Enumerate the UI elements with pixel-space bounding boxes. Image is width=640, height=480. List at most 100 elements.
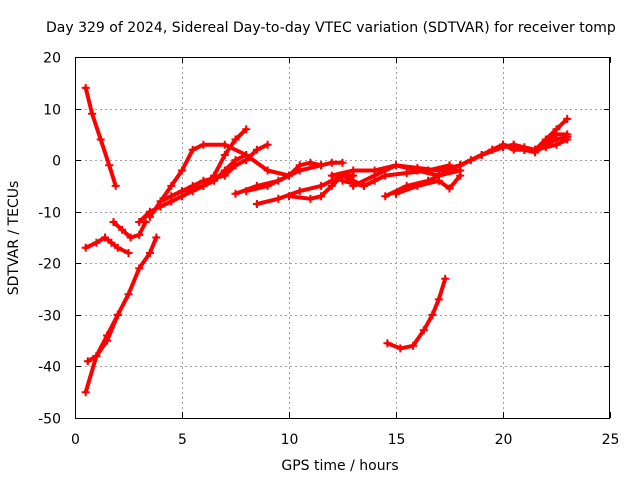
data-point bbox=[231, 161, 240, 170]
data-point bbox=[428, 310, 437, 319]
data-point bbox=[413, 181, 422, 190]
data-point bbox=[178, 166, 186, 175]
data-point bbox=[118, 225, 127, 234]
data-point bbox=[306, 194, 315, 203]
data-point bbox=[145, 212, 154, 221]
data-point bbox=[231, 189, 240, 198]
data-point bbox=[531, 145, 540, 154]
y-tick-label: -10 bbox=[38, 206, 61, 222]
data-point bbox=[349, 181, 358, 190]
data-point bbox=[317, 181, 326, 190]
data-point bbox=[541, 135, 550, 144]
data-point bbox=[349, 166, 358, 175]
data-point bbox=[274, 194, 283, 203]
y-tick-label: -30 bbox=[38, 309, 61, 325]
data-point bbox=[105, 161, 114, 170]
y-tick-label: -20 bbox=[38, 257, 61, 273]
data-point bbox=[563, 135, 572, 144]
data-point bbox=[552, 125, 561, 134]
data-point bbox=[441, 274, 450, 283]
data-point bbox=[327, 158, 336, 167]
data-point bbox=[563, 114, 572, 123]
plot-frame bbox=[75, 57, 610, 419]
chart-title: Day 329 of 2024, Sidereal Day-to-day VTE… bbox=[46, 20, 616, 36]
data-point bbox=[552, 140, 561, 149]
y-tick-label: 0 bbox=[52, 154, 61, 170]
data-point bbox=[81, 83, 90, 92]
data-point bbox=[167, 181, 176, 190]
data-point bbox=[520, 143, 529, 152]
grid bbox=[75, 57, 610, 418]
data-point bbox=[135, 218, 144, 226]
data-point bbox=[107, 238, 116, 247]
y-tick-label: 20 bbox=[43, 51, 61, 67]
data-point bbox=[101, 233, 109, 242]
data-point bbox=[327, 181, 336, 190]
y-tick-label: -40 bbox=[38, 360, 61, 376]
y-axis-ticks: 20 10 0 -10 -20 -30 -40 -50 bbox=[38, 51, 610, 428]
data-point bbox=[242, 187, 251, 196]
x-tick-label: 20 bbox=[495, 432, 513, 448]
data-point bbox=[188, 181, 197, 190]
y-tick-label: -50 bbox=[38, 412, 61, 428]
data-point bbox=[338, 158, 347, 167]
data-point bbox=[383, 339, 392, 348]
series-line-s5 bbox=[85, 312, 120, 364]
data-point bbox=[285, 192, 293, 201]
data-point bbox=[396, 344, 405, 353]
x-tick-label: 15 bbox=[388, 432, 406, 448]
data-point bbox=[317, 192, 326, 201]
data-point bbox=[103, 336, 112, 345]
data-point bbox=[541, 143, 550, 152]
data-point bbox=[242, 125, 251, 134]
data-point bbox=[456, 171, 465, 180]
data-point bbox=[220, 151, 229, 159]
data-point bbox=[263, 181, 272, 190]
data-point bbox=[370, 171, 379, 180]
data-point bbox=[83, 357, 92, 366]
data-point bbox=[306, 158, 315, 167]
y-tick-label: 10 bbox=[43, 103, 61, 119]
data-point bbox=[252, 200, 261, 208]
data-point bbox=[413, 163, 422, 172]
data-point bbox=[231, 135, 240, 144]
data-point bbox=[109, 218, 118, 226]
data-point bbox=[152, 233, 161, 242]
data-point bbox=[295, 187, 304, 196]
data-point bbox=[477, 151, 486, 159]
data-point bbox=[317, 161, 326, 170]
data-point bbox=[381, 192, 390, 201]
data-point bbox=[252, 145, 261, 154]
series-line-s7 bbox=[147, 142, 291, 219]
y-axis-label: SDTVAR / TECUs bbox=[6, 181, 22, 296]
data-point bbox=[81, 243, 90, 252]
data-point bbox=[135, 230, 144, 239]
data-point bbox=[359, 181, 368, 190]
data-point bbox=[92, 352, 101, 361]
series-layer bbox=[81, 83, 572, 397]
data-point bbox=[220, 171, 229, 180]
data-point bbox=[456, 161, 465, 170]
data-point bbox=[392, 161, 400, 170]
data-point bbox=[113, 243, 122, 252]
data-point bbox=[81, 388, 90, 397]
data-point bbox=[135, 264, 144, 273]
data-point bbox=[263, 166, 272, 175]
data-point bbox=[111, 181, 120, 190]
data-point bbox=[113, 310, 122, 319]
data-point bbox=[124, 249, 133, 257]
x-tick-label: 5 bbox=[178, 432, 187, 448]
data-point bbox=[434, 295, 443, 304]
data-point bbox=[419, 326, 428, 335]
x-tick-label: 25 bbox=[602, 432, 620, 448]
series-line-s2 bbox=[83, 235, 131, 255]
data-point bbox=[92, 238, 101, 247]
data-point bbox=[199, 176, 208, 185]
data-point bbox=[327, 171, 336, 180]
data-point bbox=[285, 171, 293, 180]
data-point bbox=[295, 161, 304, 170]
data-point bbox=[338, 176, 347, 185]
x-axis-label: GPS time / hours bbox=[281, 458, 398, 474]
data-point bbox=[96, 135, 105, 144]
